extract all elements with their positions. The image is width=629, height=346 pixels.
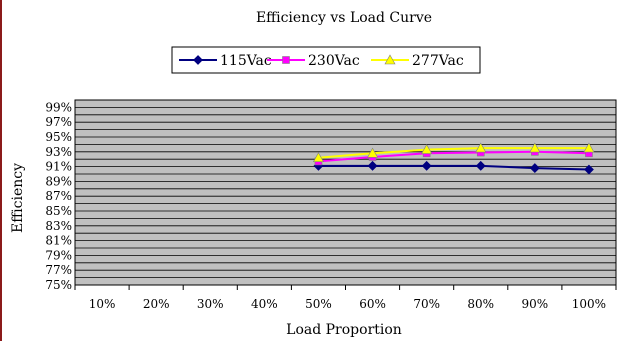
legend-swatch-marker bbox=[193, 55, 203, 65]
chart-title: Efficiency vs Load Curve bbox=[256, 10, 432, 26]
x-tick-label: 20% bbox=[143, 297, 170, 311]
x-tick-label: 10% bbox=[89, 297, 116, 311]
y-axis-ticks: 75%77%79%81%83%85%87%89%91%93%95%97%99% bbox=[45, 100, 72, 292]
x-tick-label: 50% bbox=[305, 297, 332, 311]
data-point bbox=[421, 143, 433, 154]
x-tick-label: 40% bbox=[251, 297, 278, 311]
y-tick-label: 79% bbox=[45, 248, 72, 262]
data-point bbox=[421, 160, 432, 171]
data-point bbox=[529, 163, 540, 174]
legend-label: 277Vac bbox=[412, 53, 464, 69]
series-line bbox=[318, 147, 589, 159]
series-line bbox=[318, 150, 589, 163]
legend-label: 115Vac bbox=[220, 53, 272, 69]
data-point bbox=[312, 152, 324, 163]
legend: 115Vac 230Vac 277Vac bbox=[171, 46, 481, 74]
legend-box bbox=[171, 46, 481, 74]
data-point bbox=[475, 160, 486, 171]
y-tick-label: 93% bbox=[45, 145, 72, 159]
y-tick-label: 87% bbox=[45, 189, 72, 203]
x-axis-label: Load Proportion bbox=[286, 322, 402, 338]
left-border-rule bbox=[0, 0, 2, 341]
y-tick-label: 83% bbox=[45, 219, 72, 233]
data-point bbox=[367, 160, 378, 171]
series-layer bbox=[312, 142, 595, 175]
series-115Vac bbox=[313, 160, 594, 175]
x-tick-label: 60% bbox=[359, 297, 386, 311]
y-tick-label: 81% bbox=[45, 234, 72, 248]
data-point bbox=[584, 164, 594, 175]
y-tick-label: 77% bbox=[45, 263, 72, 277]
series-277Vac bbox=[312, 142, 595, 163]
x-tick-label: 30% bbox=[197, 297, 224, 311]
y-axis-label: Efficiency bbox=[10, 163, 26, 233]
x-axis-ticks: 10% 20% 30% 40% 50% 60% 70% 80% 90% 100% bbox=[74, 285, 617, 311]
y-tick-label: 95% bbox=[45, 130, 72, 144]
y-tick-label: 89% bbox=[45, 174, 72, 188]
legend-swatch-marker bbox=[384, 54, 396, 65]
legend-swatch-marker bbox=[282, 56, 290, 64]
series-line bbox=[318, 164, 589, 171]
data-point bbox=[475, 142, 487, 153]
x-tick-label: 90% bbox=[522, 297, 549, 311]
data-point bbox=[529, 142, 541, 153]
legend-entry-230Vac: 230Vac bbox=[267, 53, 360, 69]
x-tick-label: 80% bbox=[467, 297, 494, 311]
legend-label: 230Vac bbox=[308, 53, 360, 69]
x-tick-label: 70% bbox=[413, 297, 440, 311]
gridlines bbox=[75, 107, 616, 279]
data-point bbox=[367, 147, 379, 158]
legend-entry-115Vac: 115Vac bbox=[179, 53, 272, 69]
y-tick-label: 91% bbox=[45, 160, 72, 174]
y-tick-label: 75% bbox=[45, 278, 72, 292]
y-tick-label: 99% bbox=[45, 100, 72, 114]
y-tick-label: 85% bbox=[45, 204, 72, 218]
y-tick-label: 97% bbox=[45, 115, 72, 129]
legend-entry-277Vac: 277Vac bbox=[371, 53, 464, 69]
x-tick-label: 100% bbox=[572, 297, 606, 311]
plot-area bbox=[74, 99, 617, 286]
data-point bbox=[583, 142, 595, 153]
